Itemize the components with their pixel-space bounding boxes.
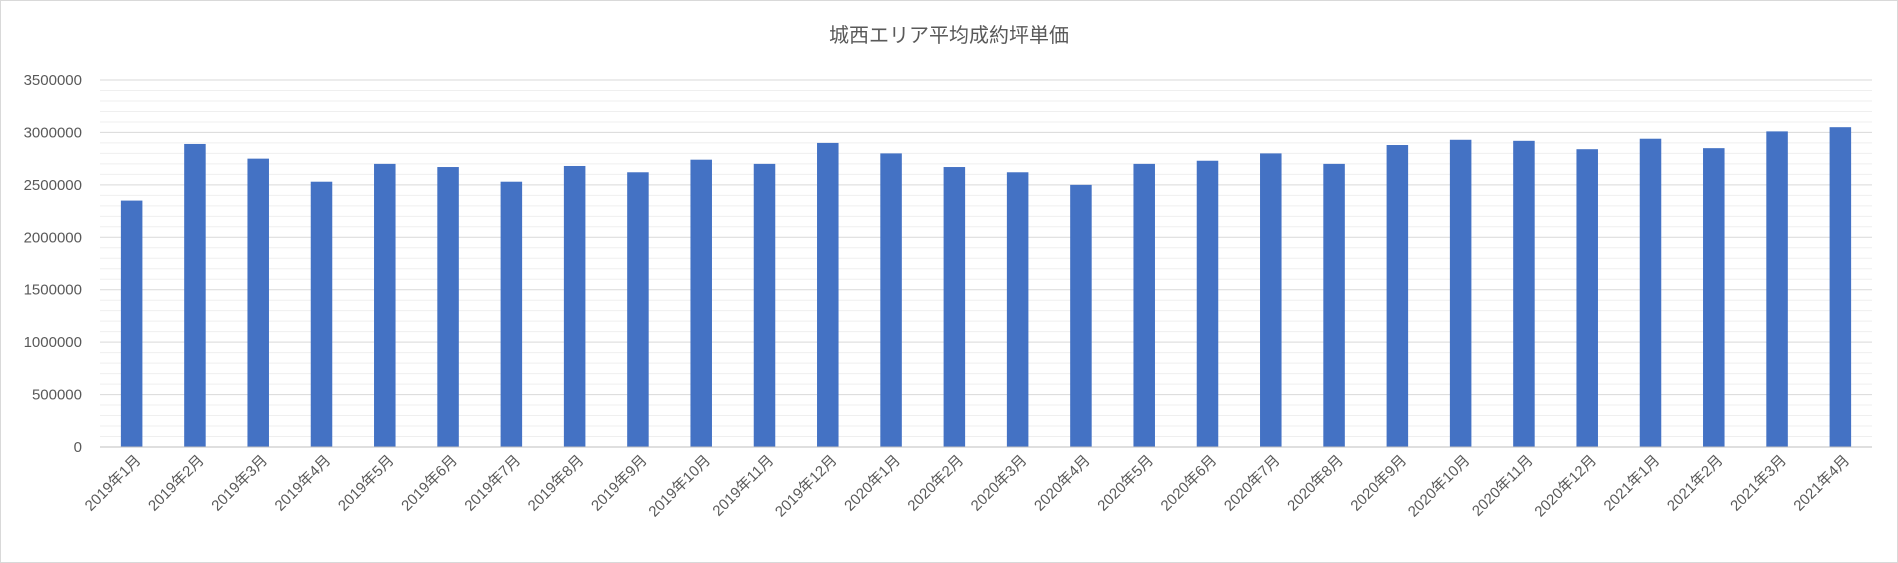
bar: [627, 172, 649, 447]
x-tick-label: 2020年10月: [1405, 452, 1474, 521]
bar: [880, 153, 902, 447]
bar: [1449, 139, 1472, 448]
bar: [1576, 149, 1598, 447]
x-tick-label: 2019年4月: [272, 452, 335, 515]
x-axis-ticks: 2019年1月 2019年2月 2019年3月 2019年4月 2019年5月 2019年…: [82, 452, 1853, 521]
bar: [1196, 160, 1219, 448]
bar: [1386, 145, 1409, 448]
y-tick-label: 1000000: [24, 334, 82, 351]
x-tick-label: 2021年2月: [1664, 452, 1727, 515]
bar: [184, 143, 206, 447]
chart-title: 城西エリア平均成約坪単価: [829, 23, 1069, 47]
x-tick-label: 2021年1月: [1601, 452, 1664, 515]
bar: [1260, 153, 1282, 447]
x-tick-label: 2020年5月: [1094, 452, 1157, 515]
x-tick-label: 2020年2月: [904, 452, 967, 515]
y-tick-label: 0: [74, 439, 82, 456]
x-tick-label: 2019年5月: [335, 452, 398, 515]
x-tick-label: 2020年7月: [1221, 452, 1284, 515]
x-tick-label: 2020年11月: [1469, 452, 1537, 520]
x-tick-label: 2021年3月: [1727, 452, 1790, 515]
major-gridlines: [100, 79, 1872, 396]
x-tick-label: 2019年7月: [461, 452, 524, 515]
x-tick-label: 2019年12月: [772, 452, 841, 521]
x-tick-label: 2021年4月: [1790, 452, 1853, 515]
x-tick-label: 2019年1月: [82, 452, 145, 515]
bar: [500, 181, 523, 447]
bar: [563, 165, 586, 448]
bar: [753, 163, 776, 447]
x-tick-label: 2020年1月: [841, 452, 904, 515]
bar: [247, 158, 269, 447]
y-tick-label: 1500000: [24, 282, 82, 299]
minor-gridlines: [100, 89, 1872, 438]
bar: [1006, 172, 1029, 447]
bars: [120, 127, 1852, 448]
bar: [1639, 138, 1662, 447]
bar: [1703, 148, 1725, 447]
bar: [120, 200, 143, 447]
bar: [690, 159, 712, 448]
x-tick-label: 2019年8月: [525, 452, 588, 515]
x-tick-label: 2020年9月: [1347, 452, 1410, 515]
x-tick-label: 2019年2月: [145, 452, 208, 515]
bar: [943, 167, 966, 447]
bar: [1513, 140, 1535, 447]
x-tick-label: 2019年6月: [398, 452, 461, 515]
bar: [374, 163, 396, 447]
y-tick-label: 500000: [32, 387, 82, 404]
bar: [1133, 163, 1155, 447]
bar: [817, 142, 839, 447]
x-tick-label: 2019年9月: [588, 452, 651, 515]
bar: [1070, 184, 1092, 447]
bar: [437, 167, 459, 447]
y-axis-ticks: 0 500000 1000000 1500000 2000000 2500000 30000…: [24, 72, 82, 456]
y-tick-label: 2000000: [24, 229, 82, 246]
x-tick-label: 2019年3月: [208, 452, 271, 515]
bar: [1323, 163, 1345, 447]
bar: [1766, 131, 1788, 447]
y-tick-label: 3000000: [24, 124, 82, 141]
x-tick-label: 2020年8月: [1284, 452, 1347, 515]
x-tick-label: 2020年6月: [1158, 452, 1221, 515]
y-tick-label: 2500000: [24, 177, 82, 194]
x-tick-label: 2020年12月: [1531, 452, 1600, 521]
bar: [1829, 127, 1852, 447]
x-tick-label: 2019年10月: [645, 452, 714, 521]
x-tick-label: 2019年11月: [709, 452, 777, 520]
bar: [310, 181, 333, 447]
x-tick-label: 2020年4月: [1031, 452, 1094, 515]
x-tick-label: 2020年3月: [968, 452, 1031, 515]
y-tick-label: 3500000: [24, 72, 82, 89]
